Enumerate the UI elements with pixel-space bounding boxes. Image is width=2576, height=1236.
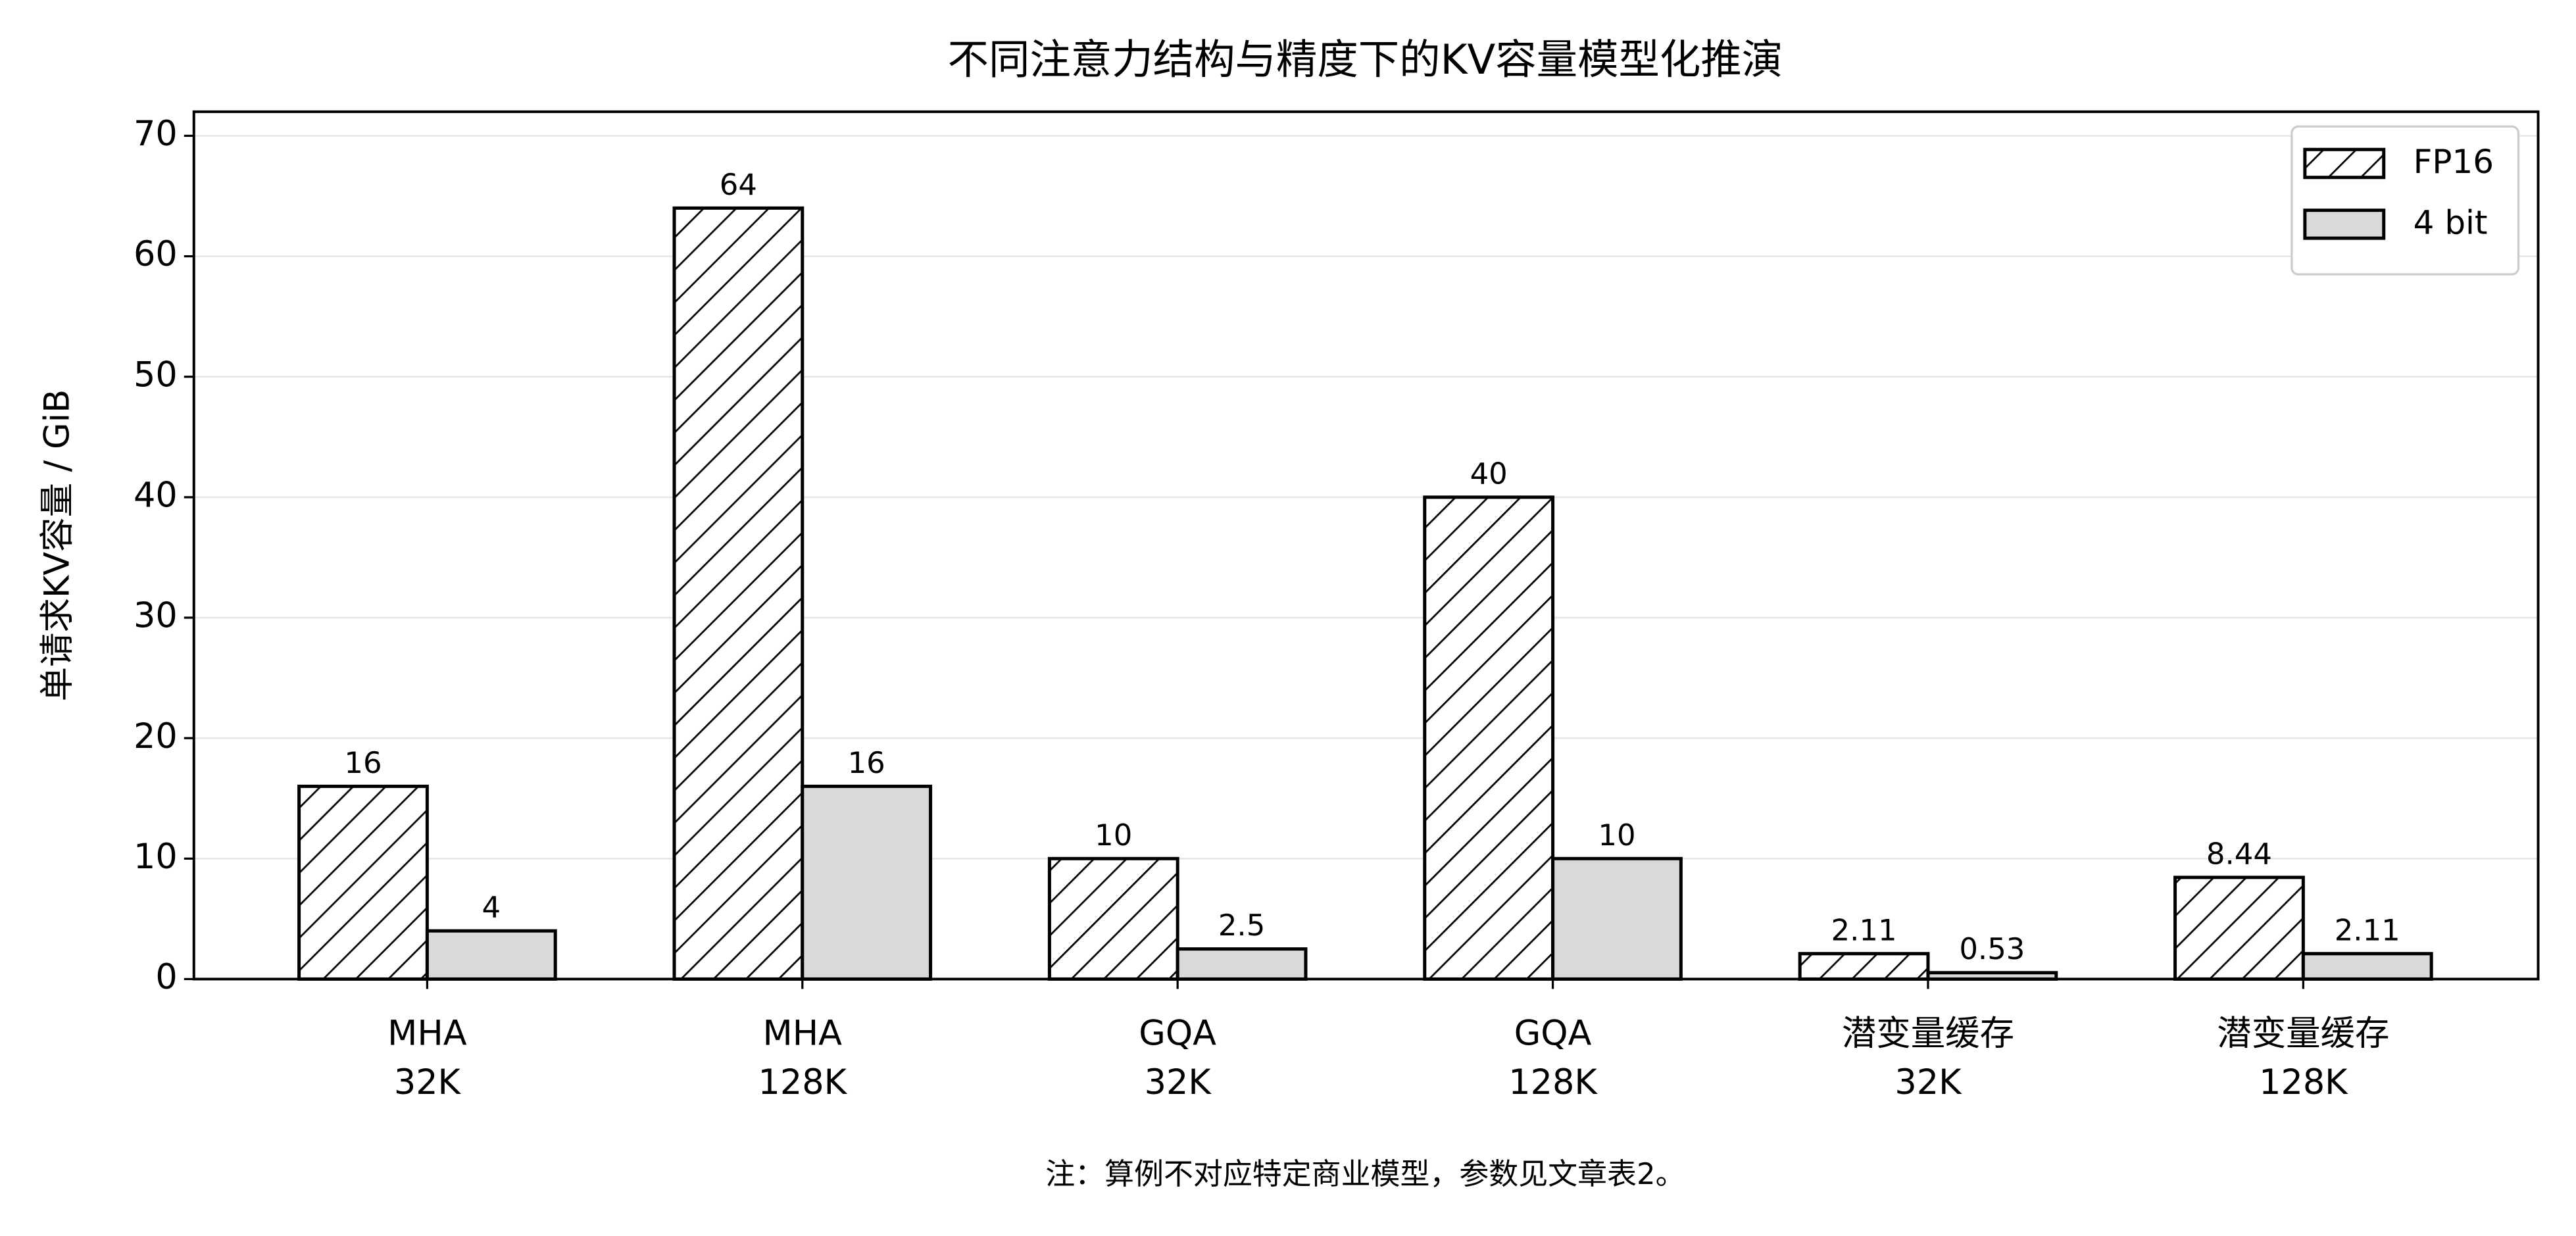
value-label: 10 [1095, 818, 1132, 853]
legend-swatch [2303, 147, 2386, 180]
bar [2301, 952, 2433, 981]
x-tick-label: MHA 128K [758, 1013, 847, 1102]
value-label: 2.11 [2335, 912, 2400, 947]
x-tick-label: MHA 32K [387, 1013, 467, 1102]
y-tick-label: 60 [134, 234, 178, 274]
value-label: 2.11 [1831, 912, 1897, 947]
value-label: 4 [482, 890, 501, 925]
x-tick-label: GQA 32K [1139, 1013, 1217, 1102]
x-tick-label-box: 潜变量缓存 32K [1841, 1013, 2015, 1102]
x-tick-label: 潜变量缓存 128K [2217, 1013, 2390, 1102]
y-tick-label: 0 [155, 957, 177, 997]
bar [1423, 495, 1555, 981]
bar [672, 206, 805, 981]
value-label: 16 [848, 745, 885, 780]
bar [1176, 947, 1308, 981]
x-tick-label-box: MHA 32K [387, 1013, 467, 1102]
legend-swatch [2303, 209, 2386, 240]
legend-label: 4 bit [2414, 204, 2488, 242]
value-label: 2.5 [1218, 908, 1265, 943]
y-tick-label: 30 [134, 596, 178, 636]
y-tick-label: 70 [134, 114, 178, 154]
y-tick-label: 50 [134, 355, 178, 395]
chart-title: 不同注意力结构与精度下的KV容量模型化推演 [948, 36, 1783, 84]
y-tick-label: 40 [134, 476, 178, 516]
plot-area: 0 10 20 30 40 50 60 70 MHA 32K 16 4 MHA 128K 64 16 GQA… [134, 110, 2540, 1102]
axes-frame [192, 110, 2540, 981]
value-label: 8.44 [2206, 836, 2272, 871]
value-label: 40 [1470, 456, 1508, 491]
x-tick-label-box: MHA 128K [758, 1013, 847, 1102]
value-label: 64 [720, 167, 757, 202]
x-tick-label: 潜变量缓存 32K [1841, 1013, 2015, 1102]
value-label: 10 [1598, 818, 1635, 853]
x-tick-label-box: GQA 32K [1139, 1013, 1217, 1102]
legend-label: FP16 [2414, 143, 2494, 181]
x-tick-label-box: GQA 128K [1508, 1013, 1597, 1102]
bar [1047, 856, 1179, 981]
footnote: 注：算例不对应特定商业模型，参数见文章表2。 [1045, 1156, 1685, 1191]
x-tick-label-box: 潜变量缓存 128K [2217, 1013, 2390, 1102]
bar [801, 784, 933, 981]
bar [1551, 856, 1683, 981]
bar [297, 784, 429, 981]
bar [1798, 952, 1930, 981]
y-axis-label: 单请求KV容量 / GiB [37, 389, 78, 702]
legend: FP16 4 bit [2291, 125, 2520, 276]
value-label: 0.53 [1959, 931, 2025, 966]
bar [2173, 876, 2305, 981]
y-tick-label: 20 [134, 716, 178, 756]
y-tick-label: 10 [134, 837, 178, 877]
value-label: 16 [344, 745, 382, 780]
x-tick-label: GQA 128K [1508, 1013, 1597, 1102]
bar [425, 929, 557, 981]
